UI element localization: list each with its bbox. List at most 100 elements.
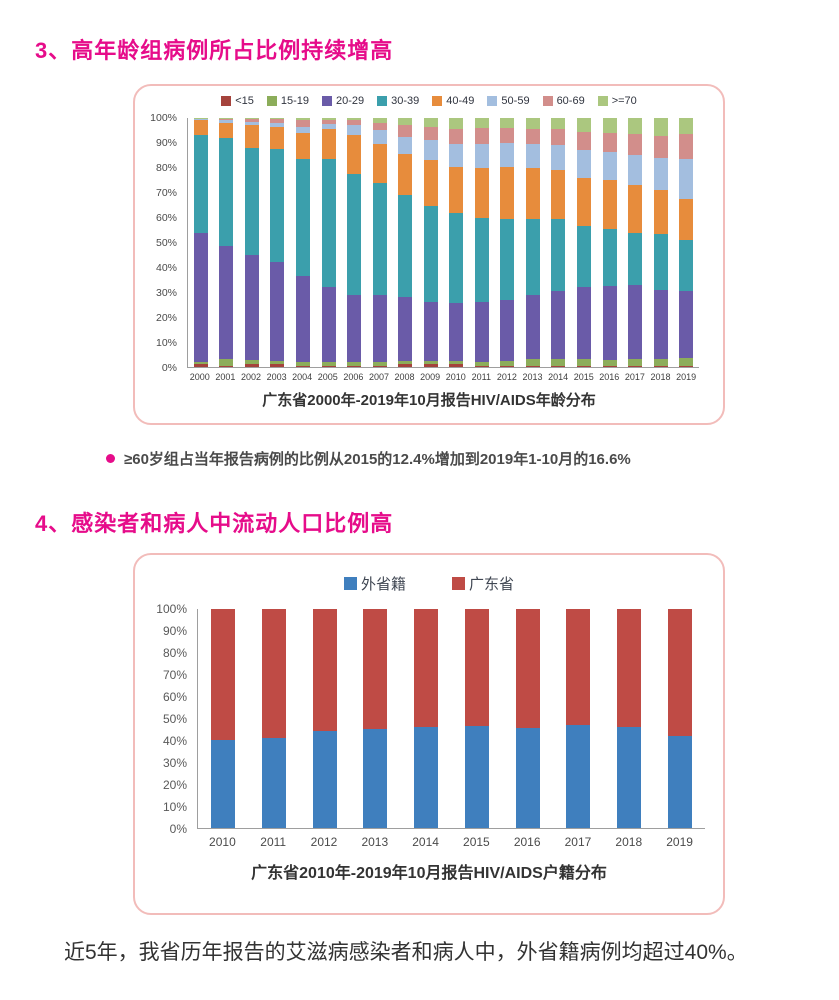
bar-slot [367, 118, 393, 367]
bar-segment [312, 609, 337, 731]
bar-segment [525, 359, 540, 366]
bar-segment [667, 736, 692, 828]
bar-segment [449, 118, 464, 130]
bar-segment [295, 361, 310, 366]
bar-slot [648, 118, 674, 367]
bar-segment [398, 136, 413, 155]
bar-slot [546, 118, 572, 367]
bar-segment [372, 144, 387, 183]
bar-segment [616, 727, 641, 828]
bar-segment [679, 365, 694, 367]
bar-segment [193, 118, 208, 119]
x-tick-label: 2017 [624, 372, 645, 382]
y-tick-label: 90% [162, 624, 187, 638]
x-tick-label: 2009 [420, 372, 441, 382]
x-tick-label: 2008 [394, 372, 415, 382]
age-distribution-chart-panel: <15 15-19 20-29 30-39 40-49 50-59 60-69 >=70 10… [133, 84, 725, 425]
bar-segment [219, 119, 234, 121]
y-tick-label: 60% [162, 690, 187, 704]
x-tick-label: 2006 [343, 372, 364, 382]
bar-slot [418, 118, 444, 367]
legend-item: >=70 [597, 95, 637, 107]
stacked-bar [414, 609, 439, 828]
registration-chart-plot-area [197, 609, 705, 829]
bar-segment [193, 118, 208, 120]
x-tick-label: 2018 [650, 372, 671, 382]
bar-segment [679, 134, 694, 160]
bar-segment [500, 218, 515, 300]
bar-segment [372, 122, 387, 131]
bar-segment [653, 118, 668, 137]
bar-segment [270, 262, 285, 361]
bar-segment [551, 129, 566, 146]
x-tick-label: 2012 [496, 372, 517, 382]
bar-segment [449, 129, 464, 145]
age-chart-plot-area [187, 118, 699, 368]
x-tick-label: 2017 [564, 835, 592, 849]
bullet-point: ≥60岁组占当年报告病例的比例从2015的12.4%增加到2019年1-10月的… [106, 448, 631, 469]
bar-slot [214, 118, 240, 367]
bar-slot [198, 609, 249, 828]
legend-item: 30-39 [377, 95, 419, 107]
bar-segment [449, 360, 464, 365]
y-tick-label: 10% [162, 800, 187, 814]
stacked-bar [449, 118, 464, 367]
legend-swatch [432, 96, 443, 106]
bar-segment [525, 118, 540, 130]
stacked-bar [363, 609, 388, 828]
stacked-bar [262, 609, 287, 828]
legend-swatch [487, 96, 498, 106]
bar-segment [653, 289, 668, 360]
x-tick-label: 2015 [463, 835, 490, 849]
legend-label: 30-39 [391, 95, 420, 107]
bar-segment [576, 118, 591, 132]
y-tick-label: 20% [162, 778, 187, 792]
bar-slot [265, 118, 291, 367]
bar-slot [249, 609, 300, 828]
bullet-text: ≥60岁组占当年报告病例的比例从2015的12.4%增加到2019年1-10月的… [124, 451, 631, 468]
legend-item: 20-29 [322, 95, 364, 107]
bar-segment [423, 160, 438, 207]
bar-segment [398, 360, 413, 365]
bar-segment [270, 119, 285, 123]
bar-segment [423, 126, 438, 141]
closing-statement: 近5年，我省历年报告的艾滋病感染者和病人中，外省籍病例均超过40%。 [64, 941, 748, 964]
x-tick-label: 2010 [445, 372, 466, 382]
x-tick-label: 2016 [513, 835, 541, 849]
stacked-bar [347, 118, 362, 367]
bar-segment [576, 287, 591, 360]
stacked-bar [193, 118, 208, 367]
bar-segment [679, 358, 694, 366]
legend-item: <15 [221, 95, 254, 107]
bar-segment [449, 144, 464, 167]
bar-segment [464, 726, 489, 828]
registration-chart-title: 广东省2010年-2019年10月报告HIV/AIDS户籍分布 [251, 865, 607, 882]
bar-segment [515, 728, 540, 828]
stacked-bar [398, 118, 413, 367]
bar-segment [244, 254, 259, 360]
stacked-bar [566, 609, 591, 828]
stacked-bar [219, 118, 234, 367]
bar-segment [270, 126, 285, 150]
bar-slot [495, 118, 521, 367]
x-tick-label: 2016 [599, 372, 620, 382]
legend-label: 外省籍 [360, 576, 406, 593]
stacked-bar [244, 118, 259, 367]
bar-segment [347, 118, 362, 121]
bar-segment [219, 118, 234, 120]
bar-segment [193, 135, 208, 233]
bar-segment [525, 144, 540, 168]
bar-slot [654, 609, 705, 828]
bar-segment [295, 120, 310, 127]
bar-segment [295, 132, 310, 160]
bar-slot [597, 118, 623, 367]
bar-segment [464, 609, 489, 727]
x-tick-label: 2019 [666, 835, 693, 849]
y-tick-label: 0% [161, 362, 177, 374]
legend-label: 20-29 [336, 95, 365, 107]
bar-segment [551, 145, 566, 171]
bar-segment [321, 287, 336, 362]
bar-segment [423, 360, 438, 365]
y-tick-label: 70% [155, 187, 177, 199]
x-tick-label: 2011 [471, 372, 491, 382]
